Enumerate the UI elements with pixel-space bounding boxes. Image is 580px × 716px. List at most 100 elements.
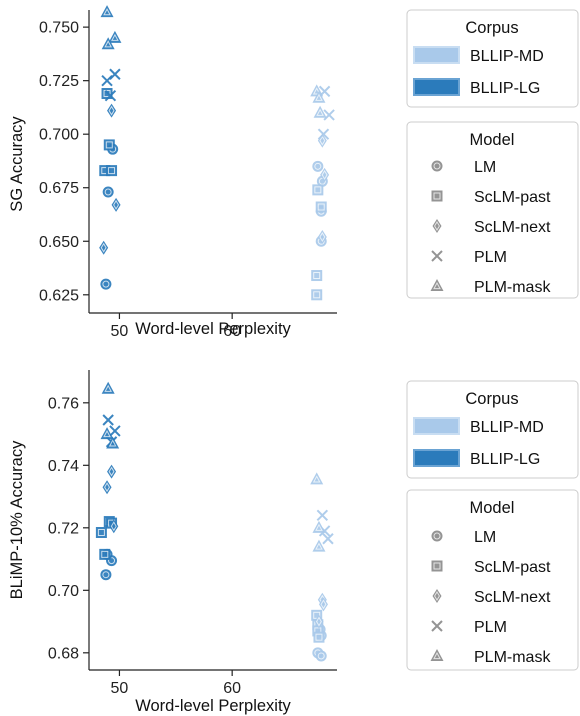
x-ticks: 50 60 xyxy=(111,313,241,340)
legend-swatch-bllip-lg xyxy=(413,78,460,96)
legend-marker-sclm-past xyxy=(431,190,443,202)
legend-swatch-bllip-md xyxy=(413,417,460,435)
legend-title: Model xyxy=(470,499,515,517)
legend-marker-plm-mask xyxy=(430,279,444,291)
data-point-bllip-md-plm-mask xyxy=(312,90,326,103)
blimp-accuracy-chart: 0.68 0.70 0.72 0.74 0.76 50 60 Word-level Per… xyxy=(8,370,337,715)
legend-title: Corpus xyxy=(465,390,518,408)
data-point-bllip-lg-plm xyxy=(101,74,113,87)
legend-label-sclm-next: ScLM-next xyxy=(474,219,551,236)
legend-marker-sclm-next xyxy=(432,219,442,233)
data-point-bllip-lg-plm xyxy=(109,425,121,437)
data-point-bllip-lg-plm-mask xyxy=(101,381,115,394)
x-tick-label: 60 xyxy=(223,323,241,340)
y-tick-label: 0.750 xyxy=(39,20,79,37)
y-tick-label: 0.675 xyxy=(39,180,79,197)
data-point-bllip-lg-lm xyxy=(102,186,114,198)
data-point-bllip-lg-sclm-next xyxy=(107,464,117,479)
legend-label-sclm-past: ScLM-past xyxy=(474,189,551,206)
y-tick-label: 0.68 xyxy=(48,645,79,662)
data-points xyxy=(99,5,335,301)
legend-markers xyxy=(430,160,444,291)
data-point-bllip-md-sclm-next xyxy=(318,597,328,612)
data-point-bllip-lg-sclm-past xyxy=(99,548,111,560)
data-point-bllip-lg-sclm-next xyxy=(99,240,109,255)
legend-label-plm-mask: PLM-mask xyxy=(474,279,551,296)
data-point-bllip-lg-lm xyxy=(100,278,112,290)
legend-frame xyxy=(406,121,579,299)
y-tick-label: 0.70 xyxy=(48,583,79,600)
data-points xyxy=(95,381,334,662)
legend-label-bllip-lg: BLLIP-LG xyxy=(470,80,540,97)
legend-label-bllip-md: BLLIP-MD xyxy=(470,419,544,436)
data-point-bllip-md-sclm-next xyxy=(320,167,330,182)
corpus-legend: Corpus BLLIP-MD BLLIP-LG xyxy=(406,9,579,108)
y-tick-label: 0.725 xyxy=(39,73,79,90)
legend-label-sclm-past: ScLM-past xyxy=(474,559,551,576)
data-point-bllip-md-sclm-next xyxy=(314,614,324,629)
legend-marker-sclm-past xyxy=(431,560,443,572)
data-point-bllip-md-plm-mask xyxy=(310,84,324,97)
legend-swatch-bllip-lg xyxy=(413,449,460,467)
model-legend: Model LM ScLM-past ScLM-next PLM PLM-mas… xyxy=(406,121,579,299)
y-axis-label: SG Accuracy xyxy=(8,116,26,212)
data-point-bllip-lg-plm-mask xyxy=(106,436,120,449)
data-point-bllip-lg-sclm-past xyxy=(95,527,107,538)
data-point-bllip-lg-sclm-next xyxy=(102,480,112,495)
data-point-bllip-lg-plm xyxy=(102,414,114,426)
x-axis-label: Word-level Perplexity xyxy=(135,320,291,338)
legend-markers xyxy=(430,530,444,661)
y-axis-label: BLiMP-10% Accuracy xyxy=(8,440,26,599)
data-point-bllip-lg-sclm-next xyxy=(111,197,121,212)
data-point-bllip-lg-plm-mask xyxy=(108,30,122,43)
x-tick-label: 50 xyxy=(111,323,129,340)
data-point-bllip-md-sclm-past xyxy=(313,631,325,643)
data-point-bllip-md-sclm-past xyxy=(312,184,324,196)
legend-label-bllip-lg: BLLIP-LG xyxy=(470,451,540,468)
data-point-bllip-lg-lm xyxy=(100,569,112,581)
legend-label-plm: PLM xyxy=(474,619,507,636)
data-point-bllip-lg-sclm-past xyxy=(106,165,118,177)
legend-label-lm: LM xyxy=(474,159,496,176)
legend-label-sclm-next: ScLM-next xyxy=(474,589,551,606)
data-point-bllip-lg-plm-mask xyxy=(101,37,115,50)
legend-label-lm: LM xyxy=(474,529,496,546)
data-point-bllip-md-sclm-past xyxy=(315,201,327,213)
sg-accuracy-chart: 0.625 0.650 0.675 0.700 0.725 0.750 50 60 Word… xyxy=(8,5,337,340)
y-tick-label: 0.76 xyxy=(48,395,79,412)
legend-marker-plm-mask xyxy=(430,649,444,661)
data-point-bllip-md-sclm-past xyxy=(311,270,323,282)
x-tick-label: 60 xyxy=(223,680,241,697)
x-ticks: 50 60 xyxy=(111,670,241,697)
x-axis-label: Word-level Perplexity xyxy=(135,697,291,715)
y-tick-label: 0.650 xyxy=(39,234,79,251)
data-point-bllip-md-sclm-past xyxy=(311,289,323,301)
legend-label-bllip-md: BLLIP-MD xyxy=(470,48,544,65)
data-point-bllip-md-sclm-next xyxy=(317,229,327,244)
data-point-bllip-lg-sclm-next xyxy=(109,519,119,534)
data-point-bllip-md-plm-mask xyxy=(310,472,324,485)
legend-marker-sclm-next xyxy=(432,589,442,603)
model-legend: Model LM ScLM-past ScLM-next PLM PLM-mas… xyxy=(406,489,579,671)
data-point-bllip-lg-sclm-past xyxy=(103,139,115,151)
data-point-bllip-md-plm-mask xyxy=(312,520,326,533)
legend-marker-plm xyxy=(431,250,443,262)
legend-title: Model xyxy=(470,131,515,149)
corpus-legend: Corpus BLLIP-MD BLLIP-LG xyxy=(406,380,579,479)
legend-label-plm-mask: PLM-mask xyxy=(474,649,551,666)
data-point-bllip-md-plm xyxy=(317,128,330,140)
legend-title: Corpus xyxy=(465,19,518,37)
y-ticks: 0.625 0.650 0.675 0.700 0.725 0.750 xyxy=(39,20,89,304)
y-ticks: 0.68 0.70 0.72 0.74 0.76 xyxy=(48,395,89,662)
legend-marker-lm xyxy=(431,530,443,542)
data-point-bllip-lg-sclm-next xyxy=(107,103,117,118)
data-point-bllip-md-plm-mask xyxy=(313,105,327,118)
data-point-bllip-md-lm xyxy=(312,160,324,172)
legend-marker-plm xyxy=(431,620,443,632)
legend-frame xyxy=(406,489,579,671)
y-tick-label: 0.72 xyxy=(48,520,79,537)
y-tick-label: 0.74 xyxy=(48,458,79,475)
x-tick-label: 50 xyxy=(111,680,129,697)
data-point-bllip-lg-plm xyxy=(104,89,117,102)
